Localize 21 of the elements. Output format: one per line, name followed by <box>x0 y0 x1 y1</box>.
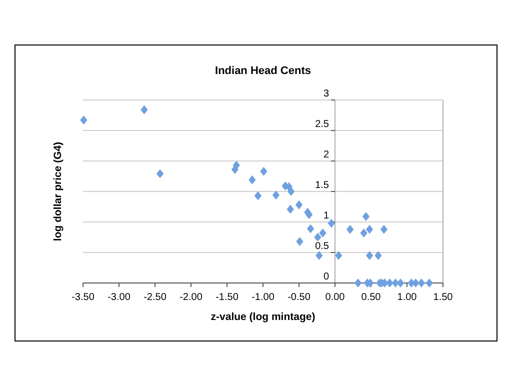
chart-title: Indian Head Cents <box>215 65 311 77</box>
y-tick-label: 1 <box>323 210 330 222</box>
y-axis-title: log dollar price (G4) <box>52 142 64 242</box>
x-tick-label: 0.50 <box>361 292 382 303</box>
y-tick-label: 3 <box>323 88 330 100</box>
y-tick-label: 2 <box>323 150 330 160</box>
x-tick-label: -1.50 <box>216 292 239 303</box>
x-tick-label: 0.00 <box>325 292 346 303</box>
x-tick-label: -2.50 <box>144 292 167 303</box>
y-tick-label: 2.5 <box>315 119 330 130</box>
x-tick-label: 1.50 <box>433 292 454 303</box>
x-tick-label: -3.50 <box>72 292 95 303</box>
y-tick-label: 0.5 <box>315 241 330 252</box>
x-axis-title: z-value (log mintage) <box>210 311 316 323</box>
x-tick-label: 1.00 <box>397 292 418 303</box>
x-tick-label: -3.00 <box>108 292 131 303</box>
x-tick-label: -0.50 <box>288 292 311 303</box>
y-tick-label: 1.5 <box>315 180 330 191</box>
y-tick-label: 0 <box>323 272 330 282</box>
x-tick-label: -1.00 <box>252 292 275 303</box>
x-tick-label: -2.00 <box>180 292 203 303</box>
